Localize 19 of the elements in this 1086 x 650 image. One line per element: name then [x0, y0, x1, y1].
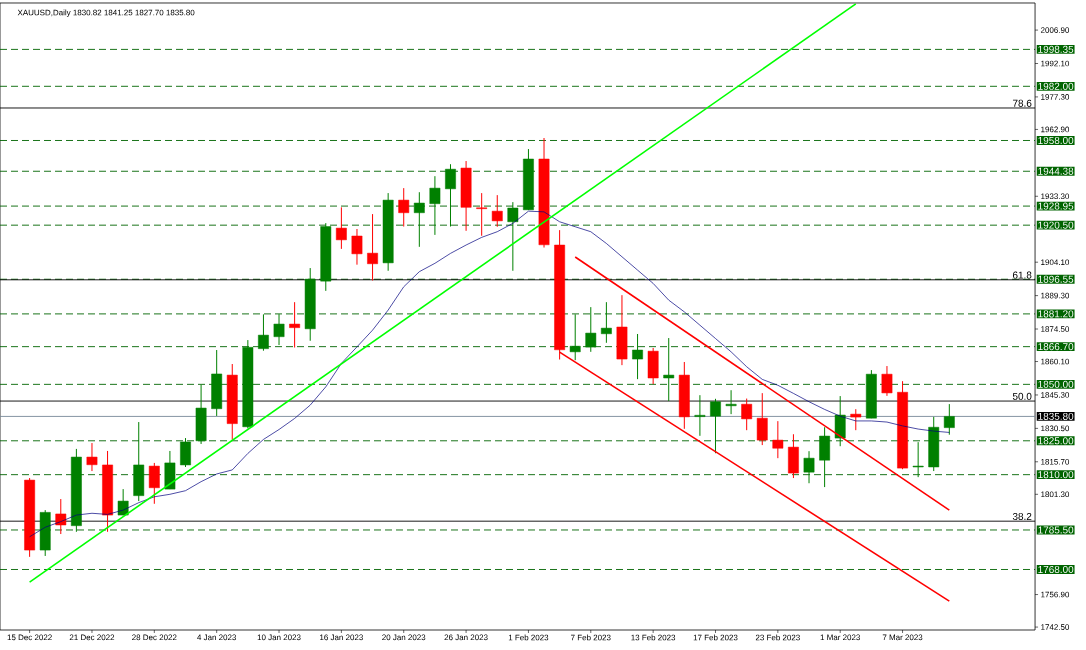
ref-line-label: 1920.50	[1038, 221, 1074, 229]
ref-line-label: 1850.00	[1038, 380, 1074, 388]
ref-line-label: 1944.38	[1038, 167, 1074, 175]
annotation: 78.6	[1012, 99, 1032, 107]
ref-line-label: 1810.00	[1038, 471, 1074, 479]
annotation: 61.8	[1012, 271, 1032, 279]
ref-line-label: 1998.35	[1038, 45, 1074, 53]
ref-line-label: 1785.50	[1038, 526, 1074, 534]
ref-line-label: 1958.00	[1038, 136, 1074, 145]
ref-line-label: 1881.20	[1038, 310, 1074, 318]
ref-line-label: 1896.55	[1038, 275, 1074, 283]
ref-line-label: 1982.00	[1038, 82, 1074, 90]
annotation: 38.2	[1012, 512, 1032, 520]
ref-line-label: 1835.80	[1038, 412, 1074, 420]
ref-line-label: 1866.70	[1038, 343, 1074, 351]
ref-line-label: 1928.95	[1038, 202, 1074, 210]
ref-line-label: 1825.00	[1038, 437, 1074, 445]
annotation: 50.0	[1012, 392, 1032, 400]
ref-line-label: 1768.00	[1038, 565, 1074, 574]
